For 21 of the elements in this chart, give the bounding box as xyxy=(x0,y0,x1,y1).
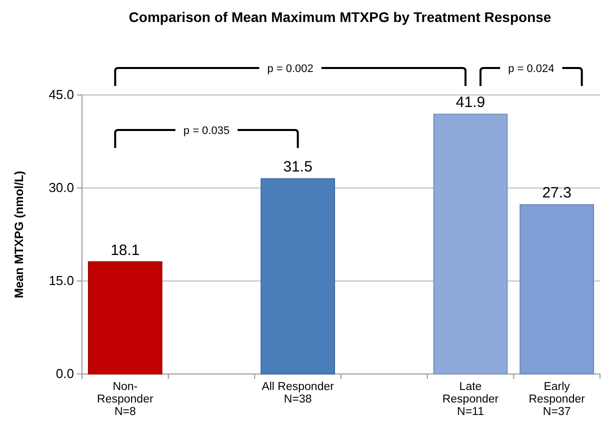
bar xyxy=(520,204,594,374)
y-tick-label: 30.0 xyxy=(48,180,74,196)
data-label: 31.5 xyxy=(283,158,312,176)
x-tick-label: Late Responder N=11 xyxy=(442,381,499,418)
y-axis-title: Mean MTXPG (nmol/L) xyxy=(12,170,26,298)
bar xyxy=(433,114,508,374)
x-tick-label: Early Responder N=37 xyxy=(528,381,586,418)
data-label: 18.1 xyxy=(110,242,140,259)
y-tick-label: 0.0 xyxy=(56,366,74,382)
chart-title: Comparison of Mean Maximum MTXPG by Treatment Response xyxy=(128,9,552,25)
y-tick-label: 15.0 xyxy=(48,273,74,288)
x-tick-label: Non- Responder N=8 xyxy=(97,381,154,418)
text: p = 0.024 xyxy=(508,63,554,75)
bar xyxy=(88,261,162,374)
y-tick-label: 45.0 xyxy=(48,87,74,102)
data-label: 41.9 xyxy=(456,94,486,112)
x-tick-label: All Responder N=38 xyxy=(262,381,334,406)
bar xyxy=(260,178,336,374)
annotation: p = 0.035 xyxy=(183,125,230,137)
text: p = 0.002 xyxy=(267,63,314,75)
data-label: 27.3 xyxy=(542,184,572,202)
